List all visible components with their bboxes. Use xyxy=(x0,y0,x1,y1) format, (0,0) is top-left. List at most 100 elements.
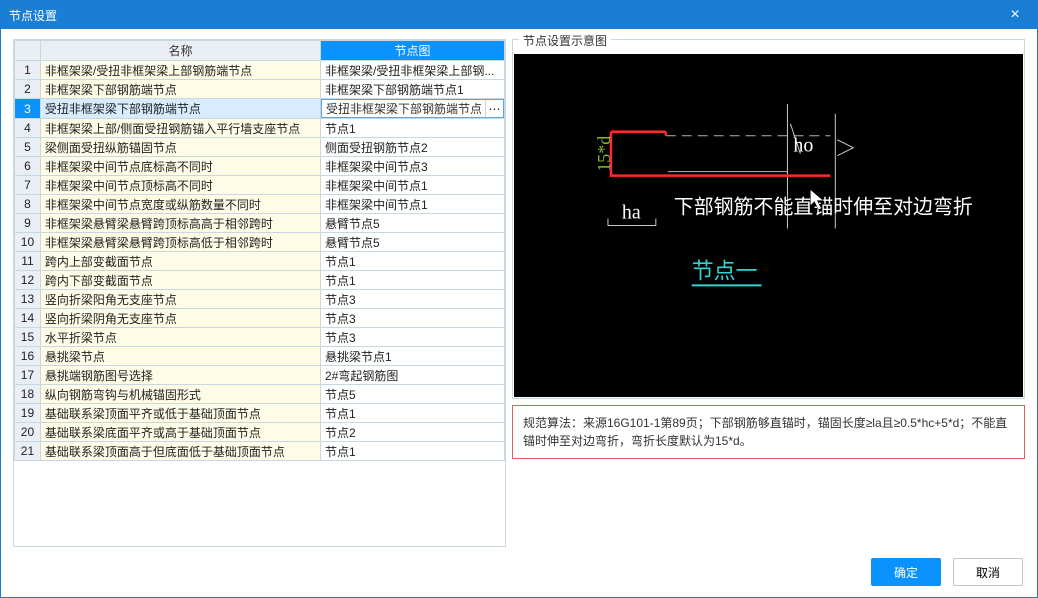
dialog-title: 节点设置 xyxy=(9,7,57,24)
node-val-input[interactable] xyxy=(322,100,485,117)
row-name: 基础联系梁顶面高于但底面低于基础顶面节点 xyxy=(40,442,320,461)
row-val[interactable]: 节点1 xyxy=(321,252,505,271)
row-val[interactable]: 节点1 xyxy=(321,119,505,138)
row-val[interactable]: 悬挑梁节点1 xyxy=(321,347,505,366)
table-row[interactable]: 5梁侧面受扭纵筋锚固节点侧面受扭钢筋节点2 xyxy=(15,138,505,157)
row-name: 悬挑梁节点 xyxy=(40,347,320,366)
svg-text:ho: ho xyxy=(793,135,813,157)
figure-canvas: ho 15*d ha 下部钢筋不能直锚时伸至对边弯折 节点一 xyxy=(514,54,1023,397)
figure-main-text: 下部钢筋不能直锚时伸至对边弯折 xyxy=(674,196,973,219)
browse-button[interactable]: ⋯ xyxy=(485,100,503,117)
row-name: 跨内上部变截面节点 xyxy=(40,252,320,271)
row-val[interactable]: 非框架梁/受扭非框架梁上部钢... xyxy=(321,61,505,80)
table-row[interactable]: 18纵向钢筋弯钩与机械锚固形式节点5 xyxy=(15,385,505,404)
row-num: 2 xyxy=(15,80,41,99)
table-row[interactable]: 2非框架梁下部钢筋端节点非框架梁下部钢筋端节点1 xyxy=(15,80,505,99)
row-val[interactable]: 非框架梁中间节点1 xyxy=(321,195,505,214)
col-name-header[interactable]: 名称 xyxy=(40,41,320,61)
table-row[interactable]: 6非框架梁中间节点底标高不同时非框架梁中间节点3 xyxy=(15,157,505,176)
row-val[interactable]: 节点3 xyxy=(321,328,505,347)
svg-text:ha: ha xyxy=(622,202,641,224)
row-val[interactable]: 非框架梁中间节点3 xyxy=(321,157,505,176)
row-name: 水平折梁节点 xyxy=(40,328,320,347)
row-num: 14 xyxy=(15,309,41,328)
row-num: 9 xyxy=(15,214,41,233)
row-val[interactable]: 非框架梁中间节点1 xyxy=(321,176,505,195)
row-val[interactable]: 节点3 xyxy=(321,290,505,309)
ok-button[interactable]: 确定 xyxy=(871,558,941,586)
table-row[interactable]: 20基础联系梁底面平齐或高于基础顶面节点节点2 xyxy=(15,423,505,442)
row-num: 13 xyxy=(15,290,41,309)
row-name: 非框架梁中间节点宽度或纵筋数量不同时 xyxy=(40,195,320,214)
row-name: 纵向钢筋弯钩与机械锚固形式 xyxy=(40,385,320,404)
row-name: 非框架梁下部钢筋端节点 xyxy=(40,80,320,99)
table-row[interactable]: 16悬挑梁节点悬挑梁节点1 xyxy=(15,347,505,366)
figure-node-label: 节点一 xyxy=(692,258,758,283)
row-num: 7 xyxy=(15,176,41,195)
col-rownum xyxy=(15,41,41,61)
row-val[interactable]: 节点1 xyxy=(321,442,505,461)
row-val[interactable]: ⋯ xyxy=(321,99,505,119)
row-num: 17 xyxy=(15,366,41,385)
row-name: 竖向折梁阴角无支座节点 xyxy=(40,309,320,328)
row-val[interactable]: 节点1 xyxy=(321,271,505,290)
node-settings-dialog: 节点设置 × 名称 节点图 1非框架梁/受扭非框架梁上部钢筋端节点非框架梁/受扭… xyxy=(0,0,1038,598)
row-num: 18 xyxy=(15,385,41,404)
row-num: 8 xyxy=(15,195,41,214)
titlebar: 节点设置 × xyxy=(1,1,1037,29)
row-name: 非框架梁中间节点顶标高不同时 xyxy=(40,176,320,195)
row-val[interactable]: 节点2 xyxy=(321,423,505,442)
row-val[interactable]: 2#弯起钢筋图 xyxy=(321,366,505,385)
table-row[interactable]: 19基础联系梁顶面平齐或低于基础顶面节点节点1 xyxy=(15,404,505,423)
row-val[interactable]: 节点5 xyxy=(321,385,505,404)
node-grid[interactable]: 名称 节点图 1非框架梁/受扭非框架梁上部钢筋端节点非框架梁/受扭非框架梁上部钢… xyxy=(14,40,505,461)
table-row[interactable]: 1非框架梁/受扭非框架梁上部钢筋端节点非框架梁/受扭非框架梁上部钢... xyxy=(15,61,505,80)
row-num: 5 xyxy=(15,138,41,157)
row-name: 基础联系梁底面平齐或高于基础顶面节点 xyxy=(40,423,320,442)
row-num: 3 xyxy=(15,99,41,119)
row-val[interactable]: 节点3 xyxy=(321,309,505,328)
table-row[interactable]: 14竖向折梁阴角无支座节点节点3 xyxy=(15,309,505,328)
table-row[interactable]: 12跨内下部变截面节点节点1 xyxy=(15,271,505,290)
table-row[interactable]: 10非框架梁悬臂梁悬臂跨顶标高低于相邻跨时悬臂节点5 xyxy=(15,233,505,252)
col-val-header[interactable]: 节点图 xyxy=(321,41,505,61)
row-num: 10 xyxy=(15,233,41,252)
figure-title: 节点设置示意图 xyxy=(519,32,611,49)
row-num: 19 xyxy=(15,404,41,423)
row-num: 21 xyxy=(15,442,41,461)
row-val[interactable]: 节点1 xyxy=(321,404,505,423)
row-num: 11 xyxy=(15,252,41,271)
description-text: 规范算法：来源16G101-1第89页；下部钢筋够直锚时，锚固长度≥la且≥0.… xyxy=(523,416,1007,448)
row-name: 非框架梁上部/侧面受扭钢筋锚入平行墙支座节点 xyxy=(40,119,320,138)
grid-pane: 名称 节点图 1非框架梁/受扭非框架梁上部钢筋端节点非框架梁/受扭非框架梁上部钢… xyxy=(13,39,506,547)
row-name: 非框架梁/受扭非框架梁上部钢筋端节点 xyxy=(40,61,320,80)
table-row[interactable]: 4非框架梁上部/侧面受扭钢筋锚入平行墙支座节点节点1 xyxy=(15,119,505,138)
row-name: 受扭非框架梁下部钢筋端节点 xyxy=(40,99,320,119)
row-num: 6 xyxy=(15,157,41,176)
table-row[interactable]: 7非框架梁中间节点顶标高不同时非框架梁中间节点1 xyxy=(15,176,505,195)
table-row[interactable]: 8非框架梁中间节点宽度或纵筋数量不同时非框架梁中间节点1 xyxy=(15,195,505,214)
table-row[interactable]: 15水平折梁节点节点3 xyxy=(15,328,505,347)
row-num: 20 xyxy=(15,423,41,442)
cancel-button[interactable]: 取消 xyxy=(953,558,1023,586)
table-row[interactable]: 21基础联系梁顶面高于但底面低于基础顶面节点节点1 xyxy=(15,442,505,461)
svg-text:15*d: 15*d xyxy=(594,136,614,172)
table-row[interactable]: 11跨内上部变截面节点节点1 xyxy=(15,252,505,271)
row-val[interactable]: 悬臂节点5 xyxy=(321,233,505,252)
row-name: 基础联系梁顶面平齐或低于基础顶面节点 xyxy=(40,404,320,423)
row-val[interactable]: 侧面受扭钢筋节点2 xyxy=(321,138,505,157)
table-row[interactable]: 13竖向折梁阳角无支座节点节点3 xyxy=(15,290,505,309)
row-name: 竖向折梁阳角无支座节点 xyxy=(40,290,320,309)
description-box: 规范算法：来源16G101-1第89页；下部钢筋够直锚时，锚固长度≥la且≥0.… xyxy=(512,405,1025,459)
table-row[interactable]: 17悬挑端钢筋图号选择2#弯起钢筋图 xyxy=(15,366,505,385)
row-val[interactable]: 悬臂节点5 xyxy=(321,214,505,233)
row-val[interactable]: 非框架梁下部钢筋端节点1 xyxy=(321,80,505,99)
table-row[interactable]: 9非框架梁悬臂梁悬臂跨顶标高高于相邻跨时悬臂节点5 xyxy=(15,214,505,233)
row-num: 15 xyxy=(15,328,41,347)
close-button[interactable]: × xyxy=(1001,1,1029,29)
row-name: 悬挑端钢筋图号选择 xyxy=(40,366,320,385)
row-num: 16 xyxy=(15,347,41,366)
row-name: 非框架梁中间节点底标高不同时 xyxy=(40,157,320,176)
table-row[interactable]: 3受扭非框架梁下部钢筋端节点 ⋯ xyxy=(15,99,505,119)
row-num: 12 xyxy=(15,271,41,290)
